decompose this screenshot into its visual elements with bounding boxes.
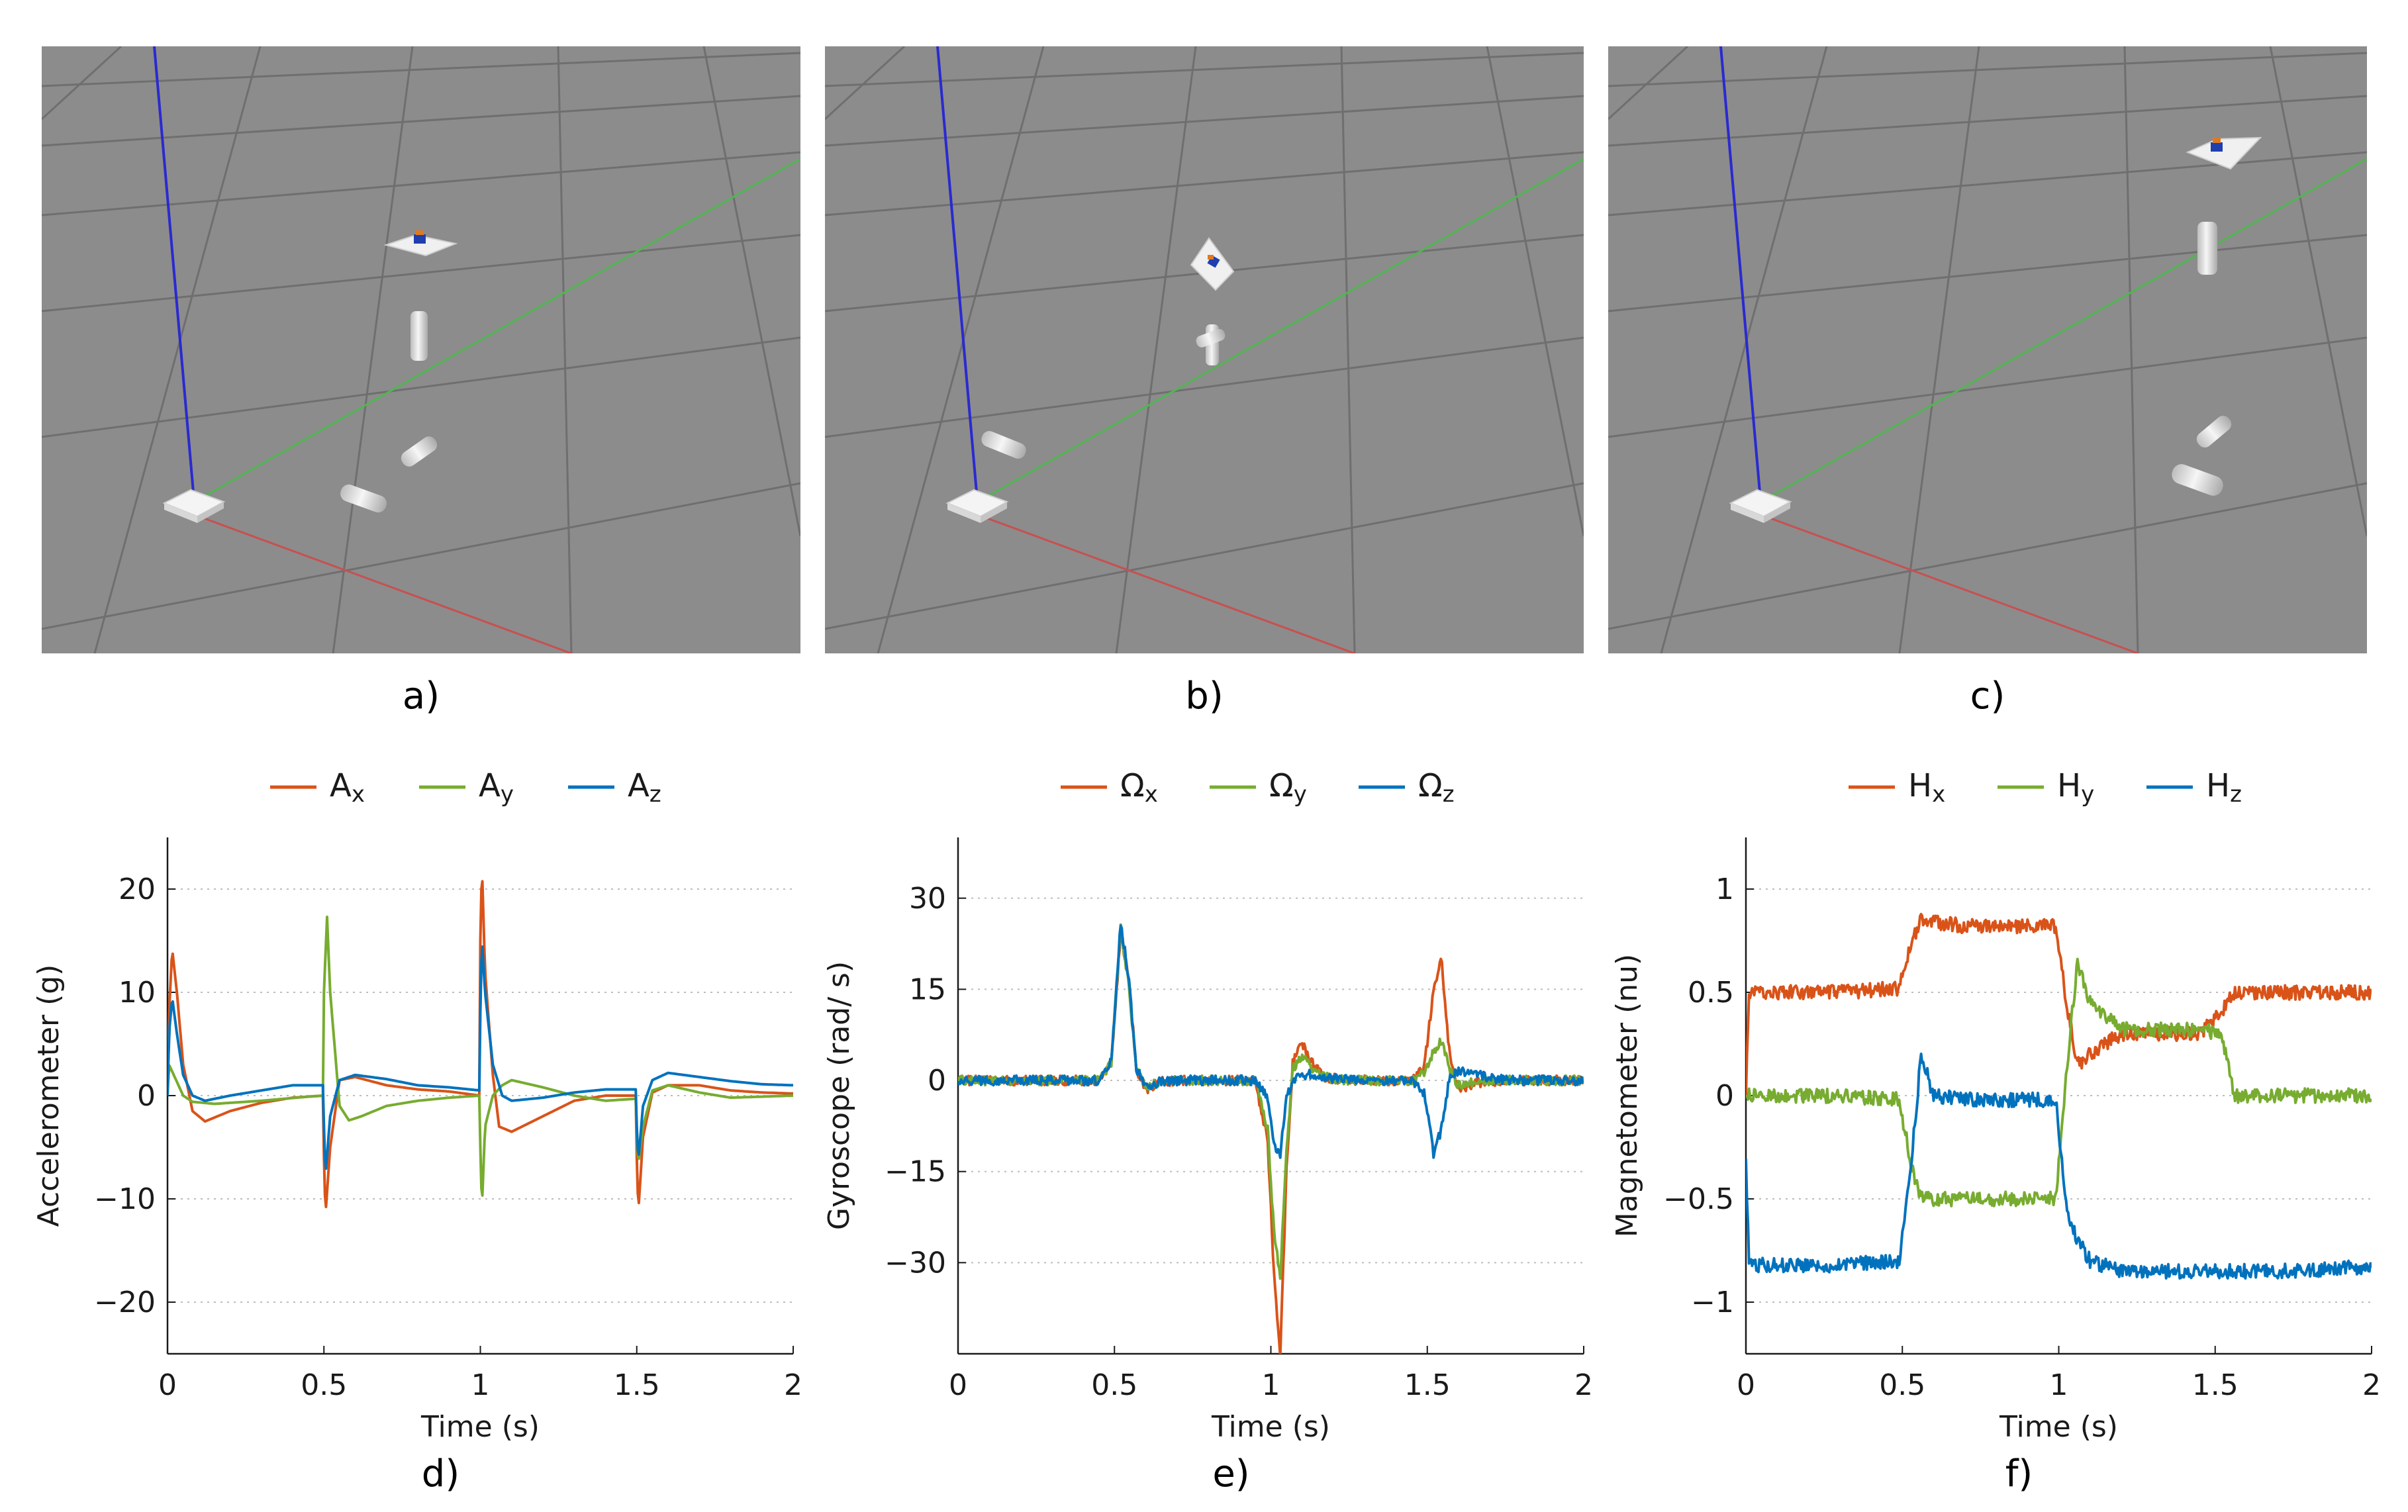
x-axis-line	[963, 508, 1355, 653]
anchor-cylinder	[2172, 464, 2223, 496]
y-axis-title: Gyroscope (rad/ s)	[822, 961, 856, 1230]
y-tick-label: −10	[94, 1182, 156, 1216]
x-tick-label: 1	[2050, 1368, 2068, 1402]
legend-label: Hy	[2057, 767, 2094, 808]
x-tick-label: 1.5	[1404, 1368, 1451, 1402]
panel-label: a)	[403, 675, 440, 718]
x-tick-label: 2	[1574, 1368, 1593, 1402]
legend-label: Ωz	[1418, 767, 1455, 808]
series-line-z	[168, 945, 793, 1170]
x-tick-label: 1.5	[2192, 1368, 2239, 1402]
x-tick-label: 2	[784, 1368, 802, 1402]
anchor-cylinder	[340, 484, 387, 513]
sensor-cube	[416, 230, 424, 235]
x-tick-label: 0	[1737, 1368, 1755, 1402]
sensor-cube	[2213, 138, 2221, 143]
y-tick-label: 0	[928, 1064, 946, 1098]
x-tick-label: 1	[471, 1368, 490, 1402]
y-tick-label: −0.5	[1663, 1182, 1734, 1216]
base-station-side	[1764, 502, 1790, 523]
accelerometer-chart: −20 −10 0 10 20 0 0.5 1 1.5 2 Time (s) Acceleromete…	[32, 767, 802, 1495]
legend-label: Ωy	[1269, 767, 1307, 808]
anchor-cylinder	[981, 431, 1026, 459]
gyroscope-chart: −30 −15 0 15 30 0 0.5 1 1.5 2 Time (s) Gyroscope (r…	[822, 767, 1593, 1495]
z-axis-line	[1719, 46, 1762, 500]
base-station-side	[1731, 503, 1764, 523]
z-axis-line	[153, 46, 195, 500]
series-line-y	[1746, 957, 2372, 1207]
series-line-z	[1746, 1053, 2372, 1280]
legend-label: Hx	[1908, 767, 1945, 808]
legend-label: Az	[628, 767, 661, 808]
panel-label: c)	[1970, 675, 2005, 718]
base-station-side	[197, 502, 224, 523]
y-tick-label: 30	[909, 882, 946, 916]
y-axis-title: Accelerometer (g)	[32, 965, 66, 1227]
y-tick-label: 10	[119, 976, 156, 1010]
y-tick-label: 20	[119, 873, 156, 906]
scene-a: a)	[42, 46, 800, 718]
x-tick-label: 0.5	[1091, 1368, 1137, 1402]
moving-sensor-board	[383, 234, 458, 257]
y-tick-label: −20	[94, 1286, 156, 1319]
anchor-cylinder	[410, 311, 428, 361]
z-axis-line	[936, 46, 979, 500]
x-axis-title: Time (s)	[420, 1410, 540, 1444]
scene-background	[825, 46, 1584, 653]
legend-label: Ωx	[1120, 767, 1158, 808]
series-line-x	[958, 931, 1584, 1354]
anchor-cylinder	[401, 436, 438, 467]
y-tick-label: 15	[909, 972, 946, 1006]
y-axis-title: Magnetometer (nu)	[1610, 954, 1644, 1237]
anchor-cylinder	[1196, 328, 1226, 348]
anchor-cylinder	[2197, 222, 2217, 275]
y-tick-label: 0.5	[1688, 976, 1734, 1010]
panel-label: e)	[1212, 1452, 1249, 1495]
panel-label: b)	[1185, 675, 1223, 718]
scene-c: c)	[1608, 46, 2367, 718]
base-station-side	[981, 502, 1007, 523]
x-tick-label: 0	[949, 1368, 967, 1402]
legend-label: Ay	[479, 767, 514, 808]
x-axis-line	[180, 508, 572, 653]
panel-label: d)	[422, 1452, 459, 1495]
y-tick-label: −30	[885, 1246, 946, 1280]
moving-sensor-board	[2186, 136, 2262, 170]
x-tick-label: 0	[158, 1368, 177, 1402]
x-axis-title: Time (s)	[1211, 1410, 1330, 1444]
series-line-y	[168, 916, 793, 1197]
y-tick-label: 0	[1715, 1079, 1734, 1113]
sensor-cube	[414, 234, 426, 244]
x-tick-label: 2	[2362, 1368, 2381, 1402]
x-axis-line	[1747, 508, 2139, 653]
x-tick-label: 0.5	[301, 1368, 347, 1402]
sensor-cube	[1208, 255, 1214, 260]
base-station-side	[164, 503, 197, 523]
legend-label: Ax	[330, 767, 365, 808]
y-tick-label: 0	[137, 1079, 156, 1113]
y-axis-line	[1747, 158, 2367, 511]
series-line-z	[958, 924, 1584, 1159]
legend-label: Hz	[2206, 767, 2242, 808]
y-tick-label: −15	[885, 1155, 946, 1189]
series-line-x	[1746, 912, 2372, 1098]
x-axis-title: Time (s)	[1999, 1410, 2118, 1444]
x-tick-label: 1	[1262, 1368, 1280, 1402]
y-axis-line	[180, 158, 800, 511]
y-tick-label: 1	[1715, 873, 1734, 906]
anchor-cylinder	[2196, 416, 2232, 448]
x-tick-label: 1.5	[614, 1368, 660, 1402]
sensor-cube	[2211, 142, 2223, 152]
floor-grid	[825, 46, 1584, 653]
base-station-side	[947, 503, 981, 523]
x-tick-label: 0.5	[1879, 1368, 1925, 1402]
series-line-y	[958, 923, 1584, 1280]
panel-label: f)	[2005, 1452, 2033, 1495]
y-tick-label: −1	[1691, 1286, 1734, 1319]
y-axis-line	[963, 158, 1584, 511]
magnetometer-chart: −1 −0.5 0 0.5 1 0 0.5 1 1.5 2 Time (s) Magnetometer…	[1610, 767, 2381, 1495]
scene-b: b)	[825, 46, 1584, 718]
